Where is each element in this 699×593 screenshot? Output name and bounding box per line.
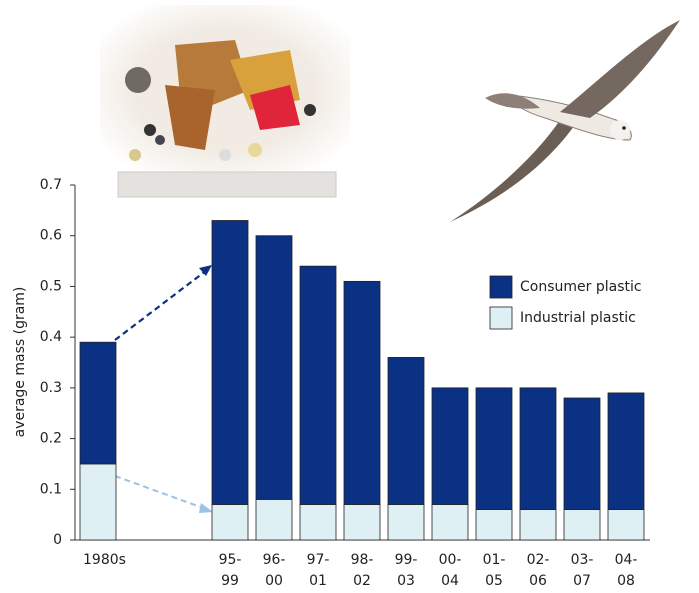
x-tick-label: 96-00 [259, 550, 289, 592]
legend-label: Consumer plastic [520, 279, 642, 295]
bar-segment [256, 499, 292, 540]
bar-segment [388, 357, 424, 504]
x-tick-label: 98-02 [347, 550, 377, 592]
x-tick-label: 02-06 [523, 550, 553, 592]
arrow-head [199, 265, 212, 276]
bar-segment [564, 398, 600, 510]
annotation-arrow [115, 476, 206, 509]
arrow-head [199, 503, 213, 513]
x-tick-label: 95-99 [215, 550, 245, 592]
page: average mass (gram) 0 0.1 0.2 0.3 0.4 0.5 0.6 0… [0, 0, 699, 593]
x-tick-label: 97-01 [303, 550, 333, 592]
bar-segment [256, 236, 292, 500]
y-tick-label: 0.1 [40, 481, 62, 497]
legend-swatch [490, 307, 512, 329]
bar-segment [520, 388, 556, 510]
x-tick-label: 01-05 [479, 550, 509, 592]
plastic-photo [100, 5, 350, 197]
bar-segment [564, 510, 600, 540]
y-tick-label: 0.4 [40, 329, 62, 345]
bar-segment [212, 505, 248, 541]
bar-segment [344, 281, 380, 504]
bar-segment [344, 505, 380, 541]
chart: average mass (gram) 0 0.1 0.2 0.3 0.4 0.5 0.6 0… [0, 0, 699, 593]
bar-segment [608, 510, 644, 540]
bar-segment [432, 388, 468, 505]
y-tick-label: 0 [53, 532, 62, 548]
y-tick-label: 0.3 [40, 380, 62, 396]
y-tick-label: 0.5 [40, 278, 62, 294]
y-axis-label: average mass (gram) [12, 287, 28, 438]
bar-segment [80, 464, 116, 540]
y-tick-label: 0.2 [40, 431, 62, 447]
bar-segment [300, 266, 336, 504]
x-tick-label: 00-04 [435, 550, 465, 592]
bar-segment [388, 505, 424, 541]
bar-segment [476, 510, 512, 540]
bar-segment [520, 510, 556, 540]
x-tick-label: 99-03 [391, 550, 421, 592]
bird-image [450, 20, 680, 222]
y-tick-label: 0.7 [40, 177, 62, 193]
annotation-arrow [115, 270, 207, 340]
bar-segment [300, 505, 336, 541]
x-tick-label: 03-07 [567, 550, 597, 592]
y-tick-label: 0.6 [40, 228, 62, 244]
x-tick-label: 04-08 [611, 550, 641, 592]
legend-swatch [490, 276, 512, 298]
bar-segment [476, 388, 512, 510]
bar-segment [80, 342, 116, 464]
bar-segment [432, 505, 468, 541]
bar-segment [212, 221, 248, 505]
x-tick-label: 1980s [83, 550, 113, 571]
legend-label: Industrial plastic [520, 310, 636, 326]
bar-segment [608, 393, 644, 510]
